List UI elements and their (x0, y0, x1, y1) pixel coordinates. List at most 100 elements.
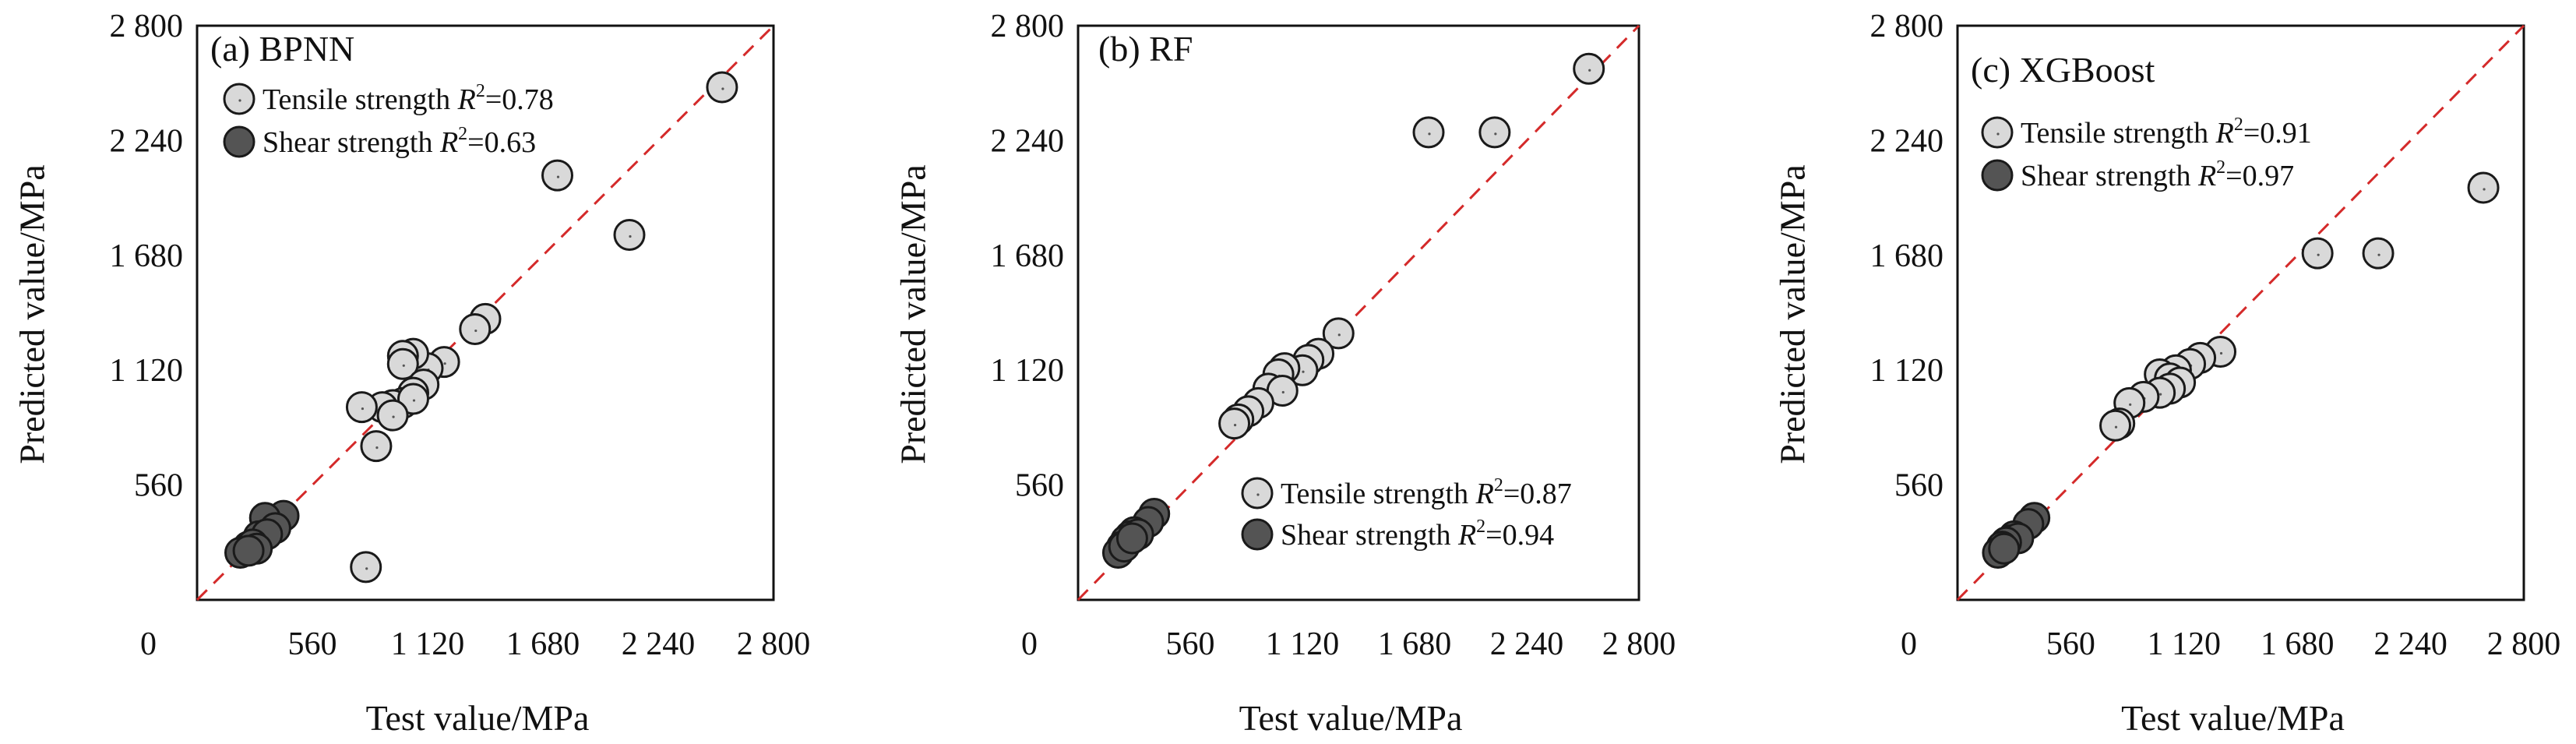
data-point (1218, 407, 1251, 440)
legend-marker-shear (1981, 159, 2014, 192)
data-point (2467, 171, 2500, 204)
data-point (706, 71, 738, 104)
data-point-center-dot (1337, 333, 1341, 337)
chart-title: (c) XGBoost (1971, 50, 2155, 90)
chart-panel-2: 0 560 1 120 1 680 2 240 2 800 560 1 120 1 680 2 2… (893, 9, 1676, 738)
data-point-center-dot (2483, 188, 2486, 191)
data-point (1412, 116, 1445, 149)
reference-line-y-equals-x (1077, 24, 1640, 601)
plot-frame (1077, 24, 1640, 601)
data-point (1573, 52, 1605, 85)
legend-label-shear: Shear strength R2=0.63 (263, 124, 536, 159)
data-point-center-dot (556, 175, 560, 178)
chart-title: (a) BPNN (210, 29, 354, 69)
data-point (350, 551, 382, 584)
plot-frame (196, 24, 775, 601)
x-tick-label: 560 (1166, 626, 1215, 662)
y-tick-label: 2 800 (991, 9, 1065, 44)
x-tick-label: 1 680 (1378, 626, 1452, 662)
data-point (360, 430, 393, 463)
data-point-center-dot (2219, 351, 2223, 355)
legend: Tensile strength R2=0.87 Shear strength R… (1241, 475, 1572, 552)
legend-label-shear: Shear strength R2=0.94 (1281, 517, 1554, 552)
y-axis-label: Predicted value/MPa (12, 164, 52, 464)
data-point-center-dot (1428, 132, 1431, 136)
x-tick-label: 1 120 (391, 626, 465, 662)
y-axis-label: Predicted value/MPa (893, 164, 933, 464)
data-point-center-dot (361, 407, 365, 411)
series-tensile (1218, 52, 1605, 440)
data-point-center-dot (721, 87, 724, 90)
legend-label-tensile: Tensile strength R2=0.91 (2021, 115, 2312, 150)
legend-label-shear: Shear strength R2=0.97 (2021, 157, 2294, 192)
data-point-center-dot (1302, 370, 1305, 373)
data-point (1988, 532, 2021, 565)
x-tick-label: 2 240 (622, 626, 696, 662)
x-tick-label: 2 800 (1602, 626, 1676, 662)
data-point (459, 313, 492, 346)
legend-marker-tensile (223, 83, 255, 115)
x-axis-label: Test value/MPa (2121, 698, 2345, 738)
y-tick-label: 560 (1015, 468, 1064, 504)
data-point-center-dot (2377, 253, 2380, 256)
data-point-center-dot (1281, 390, 1284, 394)
legend-marker-dot (1256, 493, 1260, 496)
chart-panel-3: 0 560 1 120 1 680 2 240 2 800 560 1 120 1 680 2 2… (1773, 9, 2561, 738)
data-point-center-dot (365, 567, 368, 570)
series-shear (1101, 497, 1171, 569)
legend-label-tensile: Tensile strength R2=0.78 (263, 81, 554, 116)
data-point-center-dot (629, 234, 632, 238)
x-tick-label: 560 (288, 626, 337, 662)
chart-title: (b) RF (1098, 29, 1193, 69)
data-point-center-dot (1588, 69, 1591, 72)
y-tick-label: 2 240 (1870, 123, 1944, 159)
legend: Tensile strength R2=0.78 Shear strength R… (223, 81, 554, 159)
x-tick-label: 0 (1901, 626, 1917, 662)
data-point (613, 218, 646, 251)
legend-marker-shear (223, 125, 255, 158)
data-point-center-dot (2159, 393, 2162, 396)
y-tick-label: 560 (134, 468, 183, 504)
legend-marker-tensile (1241, 477, 1274, 510)
data-point (386, 347, 419, 380)
series-tensile (2099, 171, 2500, 442)
x-tick-label: 1 680 (2261, 626, 2335, 662)
x-tick-label: 2 800 (2487, 626, 2561, 662)
data-point (1478, 116, 1511, 149)
y-tick-label: 1 120 (1870, 353, 1944, 389)
x-tick-label: 0 (1021, 626, 1038, 662)
x-axis-label: Test value/MPa (366, 698, 590, 738)
x-tick-label: 1 120 (2148, 626, 2222, 662)
data-point (541, 159, 573, 192)
data-point-center-dot (1494, 132, 1497, 136)
data-point (2099, 409, 2132, 442)
x-tick-label: 1 120 (1266, 626, 1340, 662)
x-tick-label: 560 (2046, 626, 2095, 662)
y-tick-label: 1 120 (991, 353, 1065, 389)
y-tick-label: 1 680 (1870, 238, 1944, 274)
legend-marker-tensile (1981, 116, 2014, 149)
data-point (1115, 522, 1148, 555)
data-point-center-dot (375, 446, 379, 450)
y-tick-label: 560 (1894, 468, 1943, 504)
data-point-center-dot (2317, 253, 2320, 256)
y-tick-label: 2 800 (1870, 9, 1944, 44)
data-point (376, 399, 409, 432)
y-tick-label: 2 800 (110, 9, 184, 44)
legend-marker-dot (238, 99, 241, 102)
data-point-center-dot (443, 362, 446, 365)
data-point-center-dot (392, 415, 395, 418)
x-tick-label: 0 (140, 626, 157, 662)
plot-frame (1956, 24, 2525, 601)
data-point (345, 391, 378, 424)
data-point (232, 534, 265, 567)
data-point-center-dot (1233, 424, 1237, 427)
data-point (1322, 317, 1355, 350)
data-point (2301, 237, 2334, 270)
data-point (2362, 237, 2395, 270)
x-tick-label: 2 240 (2373, 626, 2447, 662)
x-tick-label: 1 680 (506, 626, 580, 662)
x-axis-label: Test value/MPa (1239, 698, 1463, 738)
y-tick-label: 1 120 (110, 353, 184, 389)
